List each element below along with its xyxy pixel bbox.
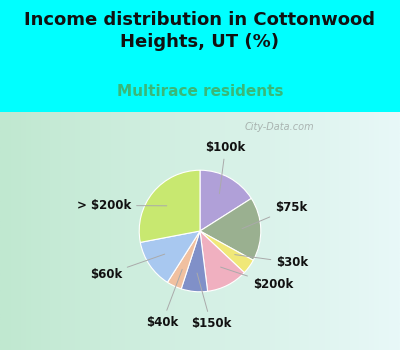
Wedge shape — [200, 198, 261, 260]
Text: $75k: $75k — [242, 201, 307, 229]
Text: $100k: $100k — [206, 141, 246, 194]
Text: > $200k: > $200k — [77, 199, 167, 212]
Wedge shape — [181, 231, 208, 292]
Text: $30k: $30k — [235, 254, 308, 269]
Wedge shape — [168, 231, 200, 289]
Text: $200k: $200k — [220, 267, 293, 291]
Wedge shape — [140, 231, 200, 282]
Text: $60k: $60k — [90, 254, 165, 281]
Text: Income distribution in Cottonwood
Heights, UT (%): Income distribution in Cottonwood Height… — [24, 11, 376, 51]
Text: $150k: $150k — [191, 273, 231, 330]
Text: Multirace residents: Multirace residents — [117, 84, 283, 99]
Text: City-Data.com: City-Data.com — [245, 122, 314, 132]
Text: $40k: $40k — [146, 270, 182, 329]
Wedge shape — [200, 231, 244, 291]
Wedge shape — [139, 170, 200, 243]
Wedge shape — [200, 170, 251, 231]
Wedge shape — [200, 231, 253, 273]
